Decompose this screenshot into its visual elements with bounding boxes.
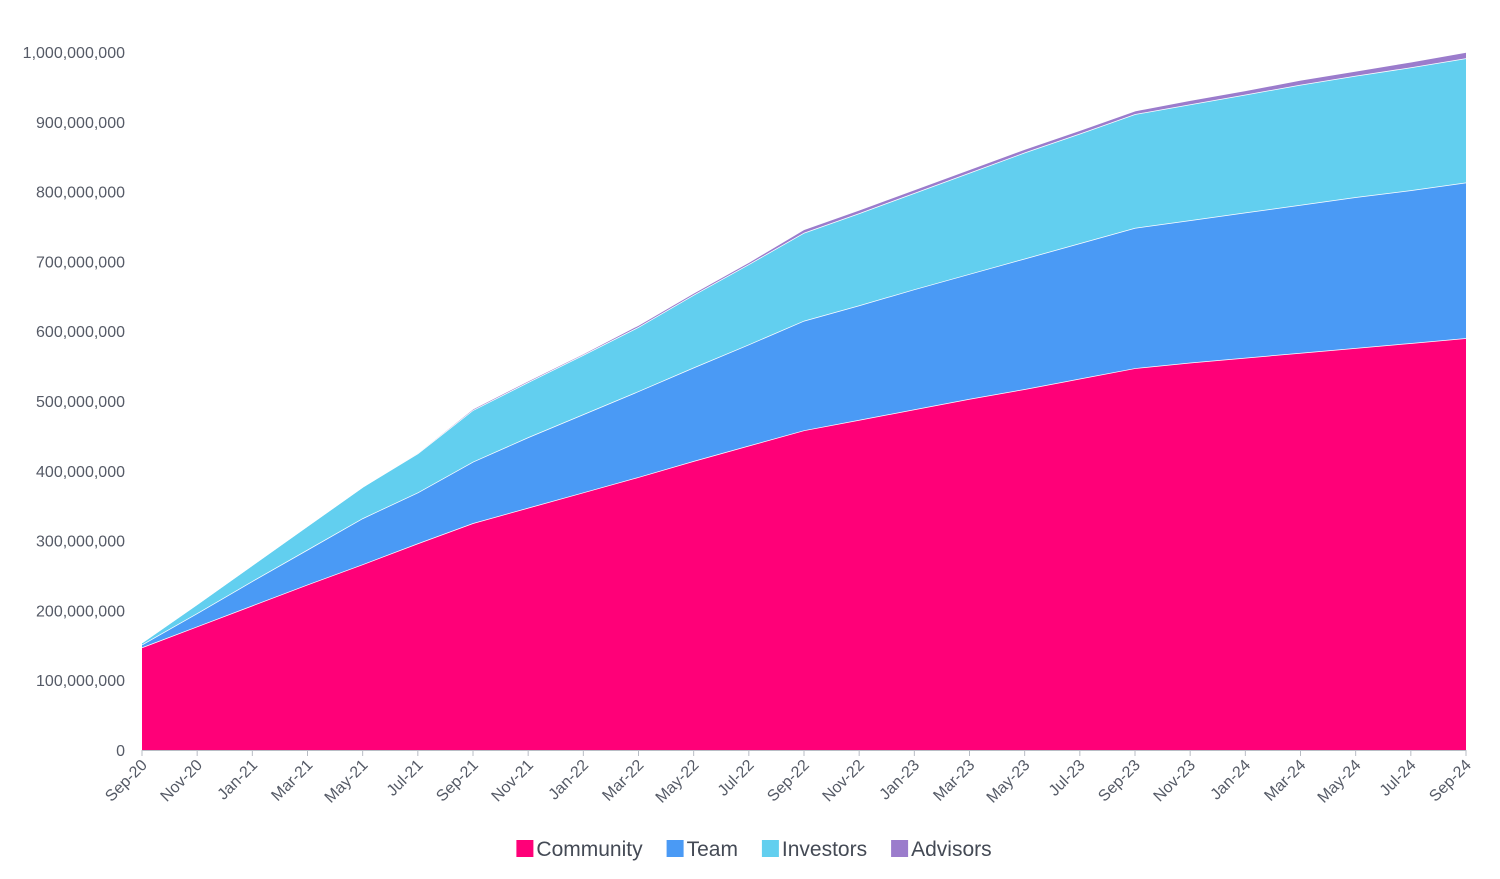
y-tick-label: 600,000,000	[36, 324, 125, 341]
legend-label: Community	[536, 838, 643, 861]
area-series-group	[141, 51, 1467, 750]
x-tick-label: Sep-21	[433, 757, 482, 806]
legend-label: Team	[687, 838, 738, 861]
x-tick-label: Jul-23	[1046, 757, 1089, 800]
x-tick-label: May-23	[984, 757, 1034, 807]
x-tick-label: Mar-24	[1261, 757, 1309, 805]
x-tick-label: Jul-21	[384, 757, 427, 800]
y-tick-label: 1,000,000,000	[23, 45, 125, 62]
x-tick-label: Jan-23	[877, 757, 924, 804]
x-axis: Sep-20 Nov-20 Jan-21 Mar-21 May-21 Jul-21 Sep-…	[102, 750, 1475, 807]
y-tick-label: 200,000,000	[36, 603, 125, 620]
x-tick-label: Nov-23	[1151, 757, 1200, 806]
legend-swatch	[891, 840, 909, 857]
x-tick-label: Nov-22	[820, 757, 869, 806]
area-edge-advisors	[141, 51, 1467, 644]
x-tick-label: Sep-23	[1095, 757, 1144, 806]
legend-item-community[interactable]: Community	[516, 838, 643, 861]
x-tick-label: Mar-23	[930, 757, 978, 805]
x-tick-label: Mar-22	[599, 757, 647, 805]
y-tick-label: 900,000,000	[36, 115, 125, 132]
legend-label: Advisors	[911, 838, 992, 861]
x-tick-label: Sep-22	[764, 757, 813, 806]
area-team	[142, 182, 1466, 648]
y-tick-label: 0	[116, 743, 125, 760]
legend-swatch	[761, 840, 779, 857]
y-tick-label: 300,000,000	[36, 534, 125, 551]
y-tick-label: 700,000,000	[36, 254, 125, 271]
x-tick-label: Sep-20	[102, 757, 151, 806]
x-tick-label: May-21	[322, 757, 372, 807]
legend-item-advisors[interactable]: Advisors	[891, 838, 992, 861]
legend-swatch	[516, 840, 534, 857]
x-tick-label: Jan-22	[546, 757, 593, 804]
x-tick-label: Mar-21	[268, 757, 316, 805]
x-tick-label: Jul-24	[1377, 757, 1420, 800]
legend: Community Team Investors Advisors	[516, 838, 992, 861]
legend-swatch	[666, 840, 684, 857]
x-tick-label: Jan-21	[215, 757, 262, 804]
x-tick-label: May-24	[1315, 757, 1365, 807]
legend-item-team[interactable]: Team	[666, 838, 738, 861]
x-tick-label: Nov-21	[489, 757, 538, 806]
y-tick-label: 800,000,000	[36, 185, 125, 202]
x-tick-label: Nov-20	[158, 757, 207, 806]
x-tick-label: May-22	[653, 757, 703, 807]
y-tick-label: 100,000,000	[36, 673, 125, 690]
area-investors	[142, 58, 1466, 645]
y-axis: 0 100,000,000 200,000,000 300,000,000 400,00…	[23, 45, 125, 760]
y-tick-label: 500,000,000	[36, 394, 125, 411]
x-tick-label: Sep-24	[1426, 757, 1475, 806]
legend-label: Investors	[782, 838, 867, 861]
x-tick-label: Jul-22	[715, 757, 758, 800]
y-tick-label: 400,000,000	[36, 464, 125, 481]
area-community	[142, 338, 1466, 750]
x-tick-label: Jan-24	[1208, 757, 1255, 804]
legend-item-investors[interactable]: Investors	[761, 838, 867, 861]
